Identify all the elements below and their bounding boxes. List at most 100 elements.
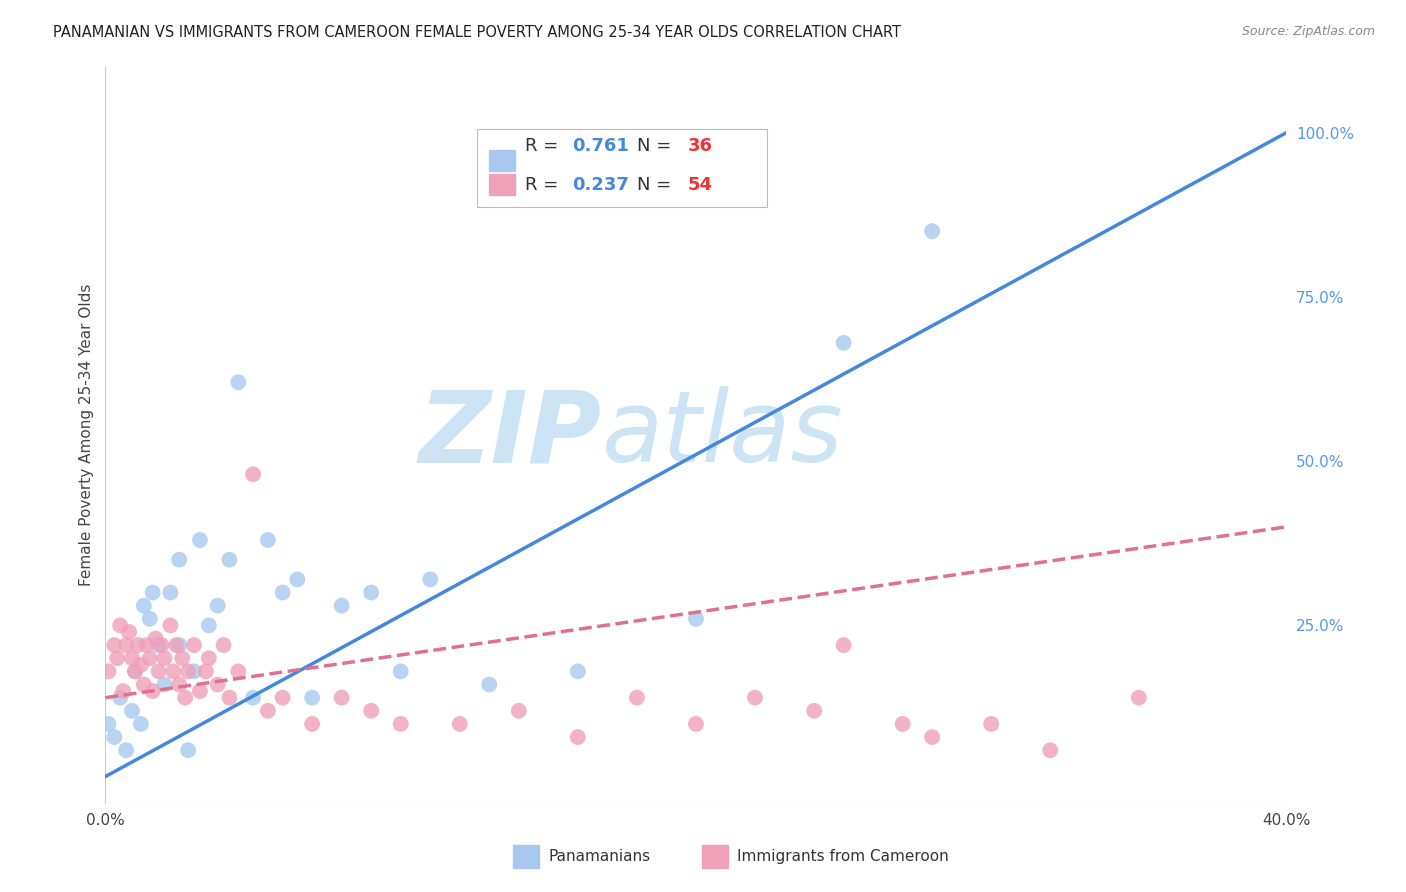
- Point: [121, 704, 143, 718]
- Text: atlas: atlas: [602, 386, 844, 483]
- Point: [142, 585, 165, 599]
- Text: ZIP: ZIP: [419, 386, 602, 483]
- Bar: [513, 846, 538, 868]
- Point: [135, 638, 157, 652]
- Point: [271, 690, 294, 705]
- Point: [97, 717, 120, 731]
- Point: [153, 651, 176, 665]
- Point: [980, 717, 1002, 731]
- Point: [115, 743, 138, 757]
- Point: [921, 224, 943, 238]
- Point: [744, 690, 766, 705]
- Bar: [489, 150, 515, 170]
- Point: [183, 665, 205, 679]
- Point: [389, 717, 412, 731]
- Point: [212, 638, 235, 652]
- Point: [105, 651, 128, 665]
- Point: [832, 335, 855, 350]
- Point: [153, 677, 176, 691]
- Point: [389, 665, 412, 679]
- Point: [150, 638, 173, 652]
- Point: [177, 665, 200, 679]
- Point: [803, 704, 825, 718]
- Point: [124, 665, 146, 679]
- Text: 54: 54: [688, 176, 713, 194]
- Point: [169, 638, 191, 652]
- Point: [127, 638, 149, 652]
- Point: [110, 618, 132, 632]
- Point: [121, 651, 143, 665]
- Point: [103, 730, 125, 744]
- Point: [165, 638, 187, 652]
- Point: [360, 704, 382, 718]
- Point: [207, 599, 229, 613]
- Point: [287, 573, 309, 587]
- Point: [921, 730, 943, 744]
- Point: [301, 717, 323, 731]
- Point: [301, 690, 323, 705]
- Point: [132, 599, 155, 613]
- Point: [626, 690, 648, 705]
- Point: [129, 657, 152, 672]
- Point: [177, 743, 200, 757]
- Point: [360, 585, 382, 599]
- Point: [330, 690, 353, 705]
- Text: R =: R =: [524, 176, 564, 194]
- Point: [129, 717, 152, 731]
- Point: [685, 717, 707, 731]
- Point: [169, 552, 191, 566]
- Point: [174, 690, 197, 705]
- Point: [138, 651, 162, 665]
- Point: [183, 638, 205, 652]
- Y-axis label: Female Poverty Among 25-34 Year Olds: Female Poverty Among 25-34 Year Olds: [79, 284, 94, 586]
- Point: [142, 684, 165, 698]
- Point: [159, 585, 181, 599]
- Point: [138, 612, 162, 626]
- Point: [218, 690, 240, 705]
- Point: [257, 533, 280, 547]
- Point: [567, 665, 589, 679]
- Point: [330, 599, 353, 613]
- Point: [145, 632, 167, 646]
- Point: [197, 618, 219, 632]
- Point: [449, 717, 471, 731]
- Point: [197, 651, 219, 665]
- Point: [103, 638, 125, 652]
- Text: R =: R =: [524, 136, 564, 154]
- Point: [188, 684, 211, 698]
- Text: 0.761: 0.761: [572, 136, 628, 154]
- Point: [207, 677, 229, 691]
- Point: [419, 573, 441, 587]
- Point: [110, 690, 132, 705]
- Text: PANAMANIAN VS IMMIGRANTS FROM CAMEROON FEMALE POVERTY AMONG 25-34 YEAR OLDS CORR: PANAMANIAN VS IMMIGRANTS FROM CAMEROON F…: [53, 25, 901, 40]
- Point: [132, 677, 155, 691]
- Point: [97, 665, 120, 679]
- Point: [112, 684, 135, 698]
- Point: [172, 651, 194, 665]
- Point: [508, 704, 530, 718]
- Point: [162, 665, 184, 679]
- Point: [228, 665, 250, 679]
- Point: [194, 665, 217, 679]
- Point: [118, 624, 141, 639]
- Point: [188, 533, 211, 547]
- Text: Panamanians: Panamanians: [548, 849, 651, 864]
- Point: [1039, 743, 1062, 757]
- Bar: [702, 846, 728, 868]
- Point: [567, 730, 589, 744]
- Point: [242, 467, 264, 482]
- Text: 0.237: 0.237: [572, 176, 628, 194]
- Point: [124, 665, 146, 679]
- Text: Immigrants from Cameroon: Immigrants from Cameroon: [737, 849, 949, 864]
- Point: [685, 612, 707, 626]
- Point: [891, 717, 914, 731]
- Text: Source: ZipAtlas.com: Source: ZipAtlas.com: [1241, 25, 1375, 38]
- Text: 36: 36: [688, 136, 713, 154]
- Point: [218, 552, 240, 566]
- Point: [169, 677, 191, 691]
- Point: [148, 638, 170, 652]
- Text: N =: N =: [637, 176, 676, 194]
- Point: [115, 638, 138, 652]
- Point: [257, 704, 280, 718]
- Point: [242, 690, 264, 705]
